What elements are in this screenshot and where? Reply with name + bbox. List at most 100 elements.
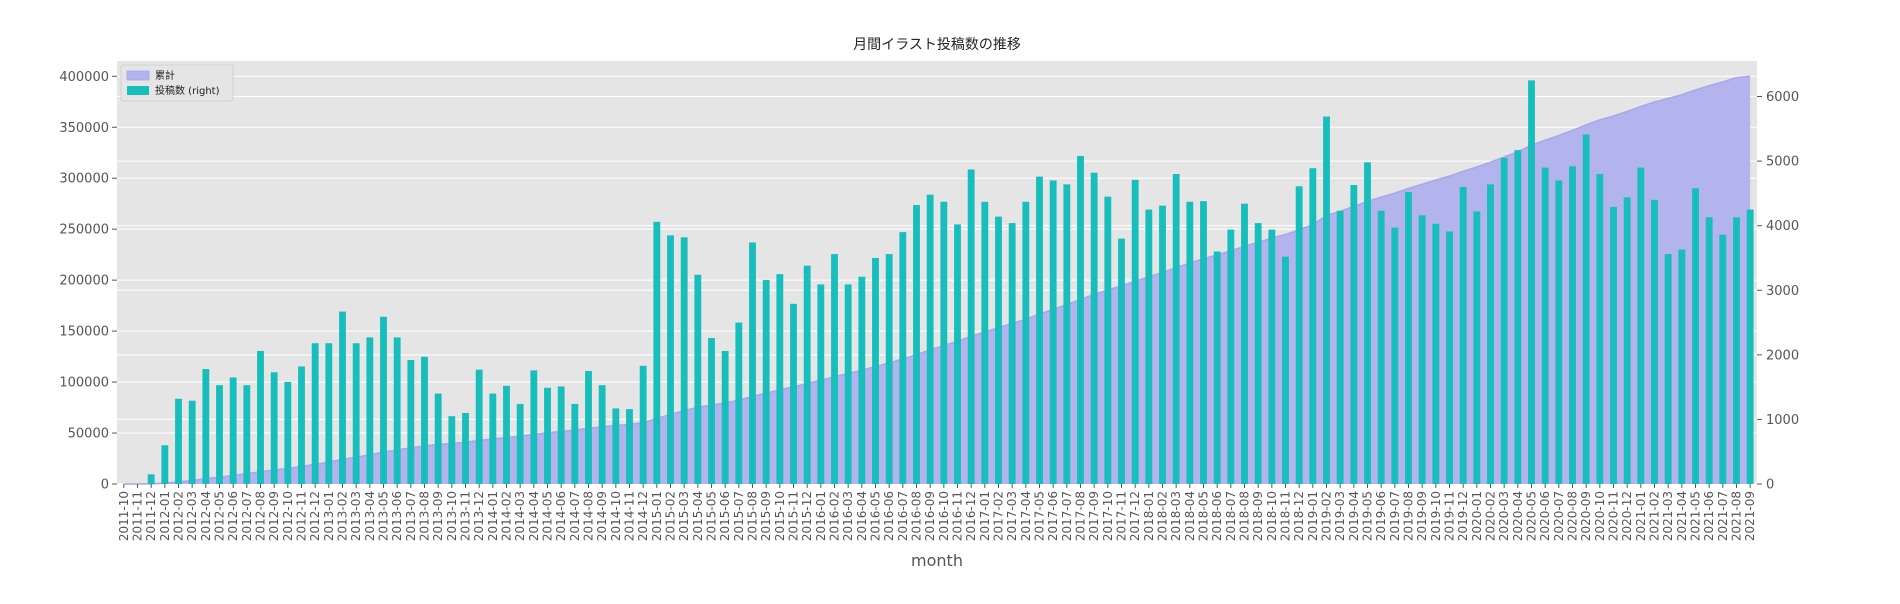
x-tick-label: 2012-09	[267, 491, 281, 541]
bar	[1664, 254, 1672, 484]
left-tick-label: 150000	[59, 325, 109, 340]
bar	[1254, 223, 1262, 484]
x-tick-label: 2016-10	[937, 491, 951, 541]
bar	[1432, 223, 1440, 484]
x-tick-label: 2014-09	[595, 491, 609, 541]
bar	[229, 377, 237, 484]
bar	[1596, 174, 1604, 485]
x-tick-label: 2020-06	[1538, 491, 1552, 541]
x-tick-label: 2012-01	[158, 491, 172, 541]
bar	[1022, 201, 1030, 484]
x-tick-label: 2017-02	[992, 491, 1006, 541]
bar	[1323, 116, 1330, 484]
bar	[1309, 168, 1317, 484]
x-tick-label: 2020-11	[1607, 491, 1621, 541]
x-tick-label: 2014-12	[636, 491, 650, 541]
x-tick-label: 2017-04	[1019, 491, 1033, 541]
x-tick-label: 2020-10	[1593, 491, 1607, 541]
x-tick-label: 2016-07	[896, 491, 910, 541]
x-tick-label: 2015-09	[759, 491, 773, 541]
bar	[1446, 231, 1453, 484]
bar	[1336, 210, 1344, 484]
x-tick-label: 2021-04	[1675, 491, 1689, 541]
left-tick-label: 350000	[59, 121, 109, 136]
bar	[913, 205, 920, 484]
x-tick-label: 2013-01	[322, 491, 336, 541]
bar	[967, 169, 975, 484]
bar	[612, 408, 620, 484]
bar	[216, 385, 223, 484]
x-tick-label: 2017-07	[1060, 491, 1074, 541]
x-tick-label: 2013-12	[472, 491, 486, 541]
bar	[311, 343, 319, 484]
bar	[188, 400, 196, 484]
x-tick-label: 2016-05	[869, 491, 883, 541]
x-tick-label: 2017-09	[1087, 491, 1101, 541]
x-tick-label: 2016-06	[882, 491, 896, 541]
bar	[1159, 205, 1166, 484]
left-tick-label: 0	[101, 478, 109, 493]
x-tick-label: 2019-02	[1320, 491, 1334, 541]
x-tick-label: 2013-09	[431, 491, 445, 541]
bar	[393, 337, 401, 484]
x-tick-label: 2018-10	[1265, 491, 1279, 541]
bar	[352, 343, 360, 484]
bar	[721, 350, 729, 484]
bar	[899, 232, 907, 484]
x-tick-label: 2019-01	[1306, 491, 1320, 541]
x-tick-label: 2011-10	[117, 491, 131, 541]
x-tick-label: 2012-06	[226, 491, 240, 541]
bar	[803, 265, 811, 484]
bar	[1405, 192, 1412, 484]
bar	[1719, 234, 1727, 484]
bar	[1077, 155, 1084, 484]
bar	[1705, 217, 1713, 484]
bar	[1569, 166, 1576, 484]
x-tick-label: 2016-11	[951, 491, 965, 541]
x-tick-label: 2019-04	[1347, 491, 1361, 541]
x-tick-label: 2016-04	[855, 491, 869, 541]
bar	[366, 337, 374, 484]
left-y-axis: 0 50000 100000 150000 200000 250000 300000 3500…	[59, 70, 117, 493]
bar	[1746, 209, 1754, 484]
x-tick-label: 2019-03	[1333, 491, 1347, 541]
legend-swatch-cumulative	[126, 70, 150, 81]
legend-label-cumulative: 累計	[155, 69, 175, 82]
x-tick-label: 2018-02	[1156, 491, 1170, 541]
bar	[844, 284, 852, 484]
x-tick-label: 2015-01	[650, 491, 664, 541]
bar	[1651, 199, 1658, 484]
x-tick-label: 2014-04	[527, 491, 541, 541]
bar	[1364, 162, 1371, 484]
legend-label-monthly: 投稿数 (right)	[155, 84, 220, 97]
x-tick-label: 2013-08	[418, 491, 432, 541]
x-tick-label: 2020-09	[1579, 491, 1593, 541]
x-axis: 2011-10 2011-11 2011-12 2012-01 2012-02 2012-…	[117, 484, 1757, 541]
x-tick-label: 2014-02	[500, 491, 514, 541]
x-tick-label: 2021-03	[1661, 491, 1675, 541]
x-tick-label: 2020-07	[1552, 491, 1566, 541]
bar	[1104, 196, 1112, 484]
x-tick-label: 2011-11	[131, 491, 145, 541]
bar	[926, 194, 934, 485]
x-tick-label: 2016-01	[814, 491, 828, 541]
x-tick-label: 2017-08	[1074, 491, 1088, 541]
x-tick-label: 2016-12	[964, 491, 978, 541]
bar	[1678, 249, 1686, 484]
bar	[1692, 188, 1699, 484]
x-tick-label: 2021-02	[1648, 491, 1662, 541]
bar	[1118, 238, 1125, 484]
x-tick-label: 2015-07	[732, 491, 746, 541]
x-tick-label: 2019-10	[1429, 491, 1443, 541]
right-tick-label: 2000	[1766, 348, 1799, 363]
bar	[1049, 180, 1057, 485]
x-axis-label: month	[911, 551, 963, 570]
x-tick-label: 2013-10	[445, 491, 459, 541]
left-tick-label: 100000	[59, 376, 109, 391]
x-tick-label: 2012-02	[172, 491, 186, 541]
x-tick-label: 2014-08	[582, 491, 596, 541]
bar	[639, 365, 647, 484]
right-tick-label: 1000	[1766, 413, 1799, 428]
bar	[1200, 201, 1207, 485]
